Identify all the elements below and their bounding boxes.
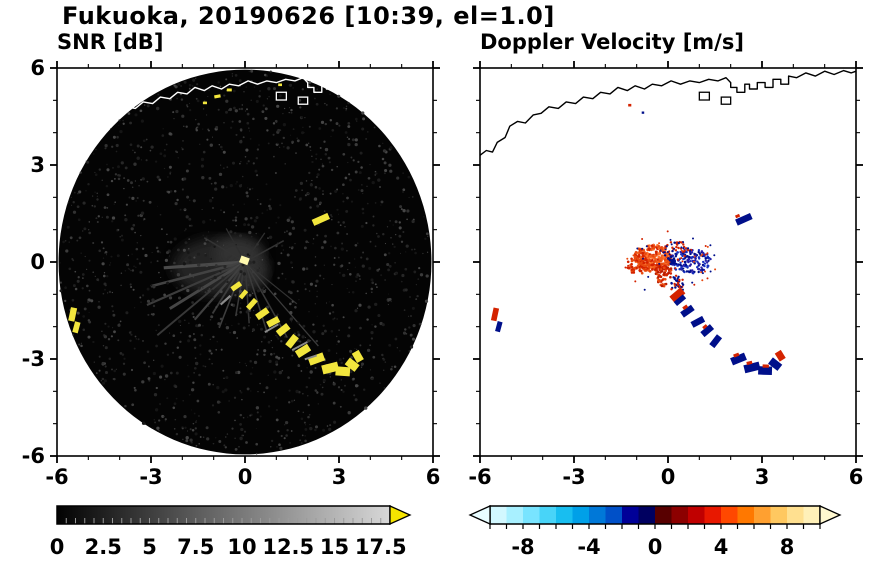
svg-text:3: 3 (332, 465, 347, 489)
svg-text:-3: -3 (562, 465, 585, 489)
snr-ppi-plot: -6 -3 0 3 6 -6 -3 0 3 6 (22, 56, 441, 489)
svg-text:-8: -8 (511, 535, 534, 559)
svg-text:3: 3 (755, 465, 770, 489)
svg-text:17.5: 17.5 (355, 535, 407, 559)
svg-text:0: 0 (50, 535, 65, 559)
doppler-colorbar: -8 -4 0 4 8 (468, 504, 842, 559)
svg-text:8: 8 (780, 535, 795, 559)
svg-text:7.5: 7.5 (177, 535, 214, 559)
svg-text:0: 0 (238, 465, 253, 489)
svg-text:0: 0 (661, 465, 676, 489)
svg-text:0: 0 (30, 250, 45, 274)
svg-text:-3: -3 (22, 347, 45, 371)
svg-text:6: 6 (30, 56, 45, 80)
svg-text:10: 10 (227, 535, 256, 559)
svg-text:-6: -6 (468, 465, 491, 489)
svg-text:0: 0 (648, 535, 663, 559)
svg-text:-3: -3 (139, 465, 162, 489)
svg-text:5: 5 (142, 535, 157, 559)
svg-text:6: 6 (426, 465, 441, 489)
svg-text:6: 6 (849, 465, 864, 489)
svg-text:12.5: 12.5 (262, 535, 314, 559)
svg-text:3: 3 (30, 153, 45, 177)
svg-text:15: 15 (320, 535, 349, 559)
doppler-panel-title: Doppler Velocity [m/s] (480, 30, 744, 54)
svg-text:2.5: 2.5 (85, 535, 122, 559)
snr-colorbar: 0 2.5 5 7.5 10 12.5 15 17.5 (50, 504, 412, 559)
snr-panel-title: SNR [dB] (57, 30, 164, 54)
svg-text:-6: -6 (45, 465, 68, 489)
svg-text:4: 4 (714, 535, 729, 559)
svg-text:-6: -6 (22, 444, 45, 468)
figure-title: Fukuoka, 20190626 [10:39, el=1.0] (62, 2, 555, 30)
doppler-ppi-plot: -6 -3 0 3 6 (468, 61, 864, 489)
svg-text:-4: -4 (577, 535, 600, 559)
